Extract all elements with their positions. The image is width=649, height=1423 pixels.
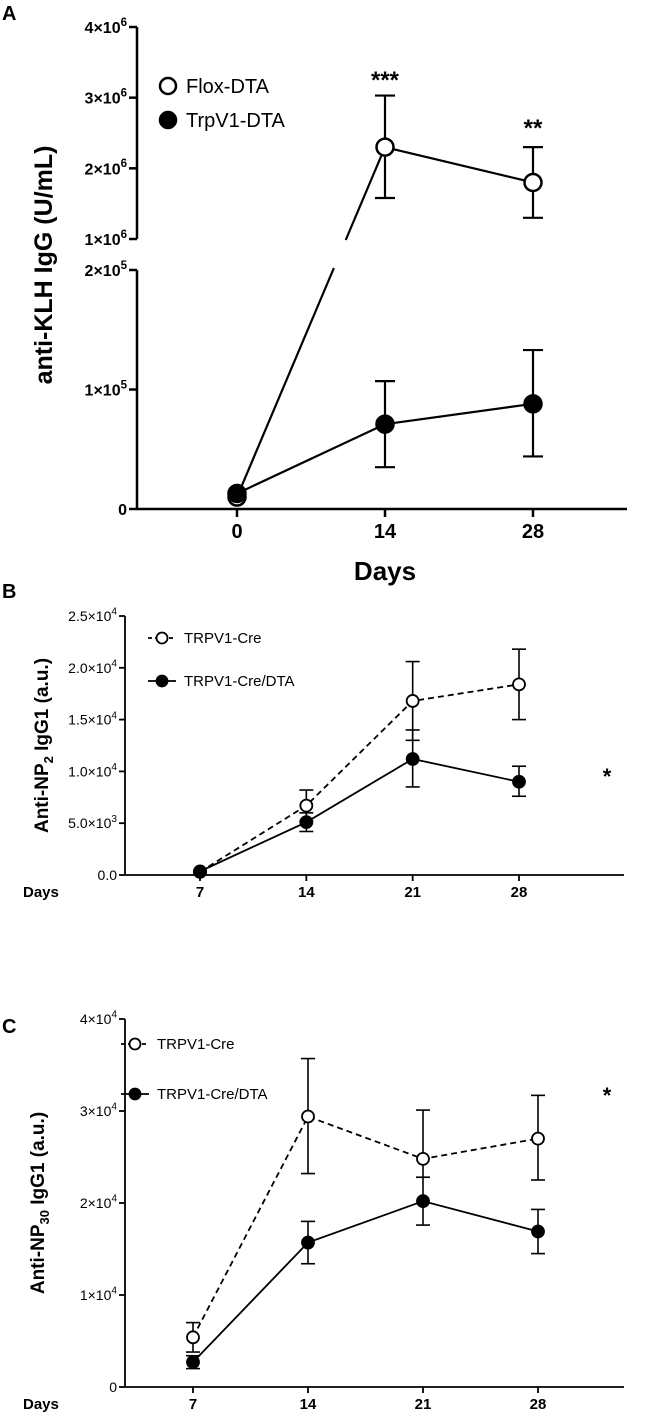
legend-marker	[128, 1087, 142, 1101]
legend-label: TRPV1-Cre	[184, 630, 262, 647]
y-tick-label: 1×105	[85, 379, 128, 399]
y-tick-label: 2.0×104	[68, 659, 117, 676]
series-line	[192, 1115, 539, 1338]
data-point	[416, 1194, 430, 1209]
significance-marker: *	[603, 764, 612, 789]
panel-label: B	[2, 581, 16, 603]
x-tick-label: 14	[300, 1396, 317, 1413]
legend-item: TRPV1-Cre/DTA	[121, 1086, 268, 1103]
x-tick-label: 28	[511, 884, 528, 901]
data-point	[405, 694, 420, 708]
x-tick-label: 7	[196, 884, 204, 901]
x-axis-title: Days	[354, 556, 416, 586]
y-tick-label: 2×105	[85, 260, 128, 280]
legend-marker	[155, 674, 169, 688]
x-tick-label: 21	[404, 884, 421, 901]
data-point	[301, 1109, 315, 1124]
x-axis-title: Days	[23, 1396, 59, 1413]
data-point	[227, 483, 247, 504]
panel-label: C	[2, 1016, 16, 1038]
panel-b: B 0.0 5.0×103 1.0×104 1.5×104 2.0×104 2.5×104 7…	[2, 581, 624, 901]
panel-c: C 0 1×104 2×104 3×104 4×104 7 14 21 28 Days Anti-NP…	[2, 1010, 624, 1413]
y-tick-label: 4×104	[80, 1010, 118, 1027]
y-tick-label: 2.5×104	[68, 607, 117, 624]
data-point	[299, 815, 314, 830]
x-tick-label: 7	[189, 1396, 197, 1413]
legend-marker	[158, 110, 178, 130]
y-tick-label: 3×106	[85, 87, 127, 107]
y-tick-label: 2×106	[85, 158, 127, 178]
data-point	[301, 1235, 315, 1250]
data-point	[523, 394, 543, 414]
y-tick-label: 0.0	[98, 867, 118, 883]
legend-item: TRPV1-Cre	[121, 1036, 235, 1053]
data-point	[523, 172, 543, 193]
legend-item: TRPV1-Cre	[148, 630, 262, 647]
series-line	[235, 267, 335, 498]
legend-item: TRPV1-Cre/DTA	[148, 673, 295, 690]
y-axis-title: anti-KLH IgG (U/mL)	[30, 146, 58, 385]
data-point	[416, 1151, 430, 1166]
y-axis-title: Anti-NP30 IgG1 (a.u.)	[28, 1112, 52, 1294]
panel-label: A	[2, 3, 16, 25]
y-tick-label: 1.5×104	[68, 710, 117, 727]
y-tick-label: 1×104	[80, 1286, 118, 1303]
legend-label: TRPV1-Cre/DTA	[184, 673, 295, 690]
data-point	[193, 864, 207, 879]
x-tick-label: 14	[374, 521, 397, 543]
legend-label: TrpV1-DTA	[186, 110, 286, 132]
y-tick-label: 3×104	[80, 1102, 118, 1119]
legend-marker	[128, 1037, 142, 1051]
data-point	[512, 774, 526, 789]
y-tick-label: 1.0×104	[68, 762, 117, 779]
data-point	[375, 414, 395, 434]
series-line	[344, 146, 387, 241]
significance-marker: *	[603, 1083, 612, 1108]
significance-marker: **	[524, 115, 543, 142]
series-filled	[193, 729, 526, 879]
y-tick-label: 0	[109, 1379, 117, 1395]
legend-label: TRPV1-Cre/DTA	[157, 1086, 268, 1103]
series-line	[199, 758, 520, 873]
legend-marker	[158, 76, 178, 96]
data-point	[531, 1131, 545, 1146]
y-tick-label: 5.0×103	[68, 814, 117, 831]
data-point	[186, 1330, 200, 1345]
legend-label: TRPV1-Cre	[157, 1036, 235, 1053]
series-filled	[186, 1176, 545, 1370]
data-point	[375, 137, 395, 157]
panel-a: A 1×106 2×106 3×106 4×106 0 1×105 2×105 0 14 28 Day…	[2, 3, 627, 586]
data-point	[405, 752, 420, 766]
series-line	[384, 402, 534, 426]
series-line	[236, 423, 386, 495]
significance-marker: ***	[371, 67, 400, 94]
data-point	[512, 677, 526, 692]
y-tick-label: 2×104	[80, 1194, 118, 1211]
x-tick-label: 0	[231, 521, 242, 543]
legend-label: Flox-DTA	[186, 76, 270, 98]
series-line	[199, 683, 520, 873]
y-tick-label: 4×106	[85, 17, 127, 37]
x-tick-label: 14	[298, 884, 315, 901]
y-axis-title: Anti-NP2 IgG1 (a.u.)	[32, 658, 56, 833]
x-axis-title: Days	[23, 884, 59, 901]
series-line	[192, 1200, 539, 1363]
series-filled	[227, 348, 543, 504]
y-tick-label: 1×106	[85, 229, 127, 249]
data-point	[531, 1224, 545, 1239]
y-tick-label: 0	[118, 502, 127, 519]
x-tick-label: 28	[522, 521, 544, 543]
x-tick-label: 21	[415, 1396, 432, 1413]
legend-marker	[155, 631, 169, 645]
data-point	[299, 798, 314, 813]
error-bar	[416, 1109, 430, 1179]
x-tick-label: 28	[530, 1396, 547, 1413]
data-point	[186, 1355, 200, 1370]
series-line	[384, 146, 534, 184]
